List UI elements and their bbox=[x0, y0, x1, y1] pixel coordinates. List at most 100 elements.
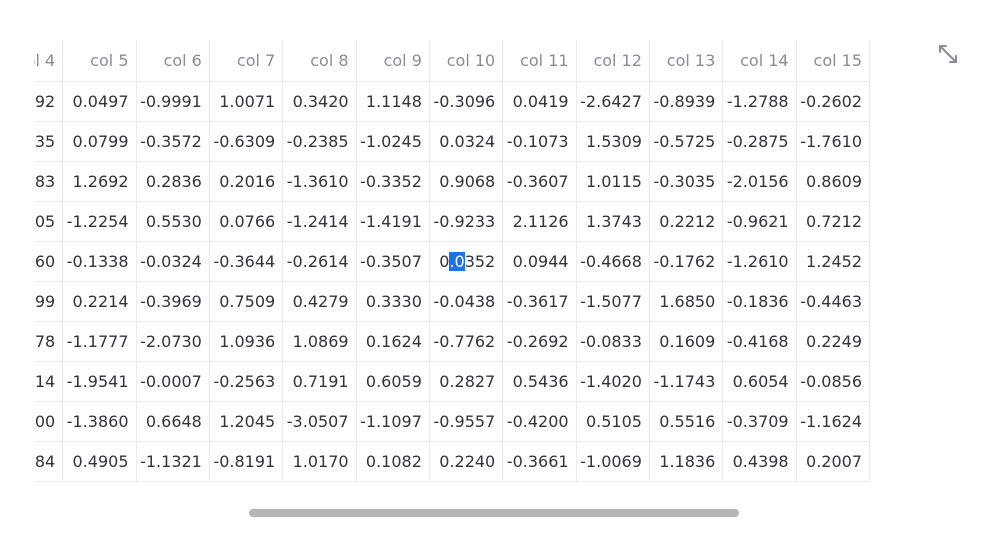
table-cell[interactable]: -1.2788 bbox=[722, 81, 797, 122]
table-cell[interactable]: -0.0438 bbox=[429, 281, 504, 322]
table-cell[interactable]: -0.3572 bbox=[136, 121, 210, 162]
table-cell[interactable]: -3.0507 bbox=[282, 401, 357, 442]
table-cell[interactable]: -0.2602 bbox=[796, 81, 871, 122]
table-cell[interactable]: 0.3984 bbox=[34, 441, 64, 482]
table-cell[interactable]: 0.3420 bbox=[282, 81, 357, 122]
table-cell[interactable]: -1.7610 bbox=[796, 121, 871, 162]
table-cell[interactable]: 0.4592 bbox=[34, 81, 64, 122]
table-cell[interactable]: 1.2045 bbox=[209, 401, 284, 442]
table-cell[interactable]: 1.0071 bbox=[209, 81, 284, 122]
table-cell[interactable]: -1.4191 bbox=[356, 201, 430, 242]
table-cell[interactable]: 0.2007 bbox=[796, 441, 871, 482]
table-cell[interactable]: -0.0856 bbox=[796, 361, 871, 402]
table-cell[interactable]: -1.1743 bbox=[649, 361, 724, 402]
table-cell[interactable]: -0.8191 bbox=[209, 441, 284, 482]
table-cell[interactable]: 1.1148 bbox=[356, 81, 430, 122]
table-cell[interactable]: -0.3709 bbox=[722, 401, 797, 442]
table-cell[interactable]: 0.5516 bbox=[649, 401, 724, 442]
table-cell[interactable]: 0.2249 bbox=[796, 321, 871, 362]
table-cell[interactable]: 1.0115 bbox=[576, 161, 650, 202]
table-cell[interactable]: 0.3483 bbox=[34, 161, 64, 202]
table-cell[interactable]: 1.6850 bbox=[649, 281, 724, 322]
table-cell[interactable]: -1.0069 bbox=[576, 441, 650, 482]
table-cell[interactable]: -1.9541 bbox=[62, 361, 137, 402]
table-cell[interactable]: -0.5725 bbox=[649, 121, 724, 162]
table-cell[interactable]: 0.3330 bbox=[356, 281, 430, 322]
table-cell[interactable]: -0.0007 bbox=[136, 361, 210, 402]
table-cell[interactable]: 0.1624 bbox=[356, 321, 430, 362]
table-cell[interactable]: -1.3610 bbox=[282, 161, 357, 202]
table-cell[interactable]: 2.1126 bbox=[502, 201, 577, 242]
column-header[interactable]: col 14 bbox=[722, 40, 797, 82]
table-cell[interactable]: 0.7509 bbox=[209, 281, 284, 322]
table-cell[interactable]: 1.0869 bbox=[282, 321, 357, 362]
table-cell[interactable]: -2.6427 bbox=[576, 81, 650, 122]
table-cell[interactable]: 0.0419 bbox=[502, 81, 577, 122]
table-cell[interactable]: -0.7762 bbox=[429, 321, 504, 362]
table-cell[interactable]: -0.3096 bbox=[429, 81, 504, 122]
table-cell[interactable]: -1.0245 bbox=[356, 121, 430, 162]
table-cell[interactable]: -0.4168 bbox=[722, 321, 797, 362]
column-header[interactable]: col 10 bbox=[429, 40, 504, 82]
table-cell[interactable]: 1.0936 bbox=[209, 321, 284, 362]
table-cell[interactable]: -0.1073 bbox=[502, 121, 577, 162]
table-cell[interactable]: -0.3661 bbox=[502, 441, 577, 482]
table-cell[interactable]: 0.0705 bbox=[34, 201, 64, 242]
table-cell[interactable]: -0.2692 bbox=[502, 321, 577, 362]
table-cell[interactable]: -1.4020 bbox=[576, 361, 650, 402]
column-header[interactable]: col 5 bbox=[62, 40, 137, 82]
table-cell[interactable]: -0.1836 bbox=[722, 281, 797, 322]
table-cell[interactable]: -1.2254 bbox=[62, 201, 137, 242]
table-cell[interactable]: -0.1338 bbox=[62, 241, 137, 282]
table-cell[interactable]: -0.0324 bbox=[136, 241, 210, 282]
table-cell[interactable]: -2.0730 bbox=[136, 321, 210, 362]
table-cell[interactable]: 0.6054 bbox=[722, 361, 797, 402]
table-cell[interactable]: 0.3514 bbox=[34, 361, 64, 402]
table-cell[interactable]: -1.1777 bbox=[62, 321, 137, 362]
table-cell[interactable]: -0.3607 bbox=[502, 161, 577, 202]
table-cell[interactable]: 0.0352 bbox=[429, 241, 504, 282]
column-header[interactable]: col 9 bbox=[356, 40, 430, 82]
fullscreen-button[interactable] bbox=[936, 42, 960, 66]
table-cell[interactable]: -0.9557 bbox=[429, 401, 504, 442]
table-cell[interactable]: 0.8609 bbox=[796, 161, 871, 202]
table-cell[interactable]: -0.2614 bbox=[282, 241, 357, 282]
table-cell[interactable]: 0.5160 bbox=[34, 241, 64, 282]
table-cell[interactable]: 0.5436 bbox=[502, 361, 577, 402]
table-cell[interactable]: -0.0833 bbox=[576, 321, 650, 362]
table-cell[interactable]: -0.6309 bbox=[209, 121, 284, 162]
table-cell[interactable]: 0.0100 bbox=[34, 401, 64, 442]
table-cell[interactable]: -0.3644 bbox=[209, 241, 284, 282]
table-cell[interactable]: 0.2836 bbox=[136, 161, 210, 202]
table-cell[interactable]: 0.0497 bbox=[62, 81, 137, 122]
table-cell[interactable]: -0.3035 bbox=[649, 161, 724, 202]
table-cell[interactable]: 0.2214 bbox=[62, 281, 137, 322]
table-cell[interactable]: -0.3969 bbox=[136, 281, 210, 322]
table-cell[interactable]: -0.3352 bbox=[356, 161, 430, 202]
table-cell[interactable]: -0.9233 bbox=[429, 201, 504, 242]
table-cell[interactable]: -0.1762 bbox=[649, 241, 724, 282]
table-cell[interactable]: 0.9068 bbox=[429, 161, 504, 202]
table-cell[interactable]: 1.2692 bbox=[62, 161, 137, 202]
table-cell[interactable]: 1.2452 bbox=[796, 241, 871, 282]
table-cell[interactable]: 1.3743 bbox=[576, 201, 650, 242]
column-header[interactable]: col 6 bbox=[136, 40, 210, 82]
table-cell[interactable]: 0.0799 bbox=[62, 121, 137, 162]
table-cell[interactable]: -0.4668 bbox=[576, 241, 650, 282]
table-cell[interactable]: -0.2563 bbox=[209, 361, 284, 402]
table-cell[interactable]: -0.8939 bbox=[649, 81, 724, 122]
table-cell[interactable]: 0.1609 bbox=[649, 321, 724, 362]
table-cell[interactable]: 0.2827 bbox=[429, 361, 504, 402]
column-header[interactable]: col 7 bbox=[209, 40, 284, 82]
table-cell[interactable]: 1.5309 bbox=[576, 121, 650, 162]
table-cell[interactable]: -1.1321 bbox=[136, 441, 210, 482]
table-cell[interactable]: 0.0766 bbox=[209, 201, 284, 242]
table-cell[interactable]: -1.3860 bbox=[62, 401, 137, 442]
table-cell[interactable]: -0.9991 bbox=[136, 81, 210, 122]
table-cell[interactable]: -1.1097 bbox=[356, 401, 430, 442]
table-cell[interactable]: 0.0944 bbox=[502, 241, 577, 282]
table-cell[interactable]: 0.5530 bbox=[136, 201, 210, 242]
table-cell[interactable]: 0.2212 bbox=[649, 201, 724, 242]
table-cell[interactable]: 1.0170 bbox=[282, 441, 357, 482]
table-cell[interactable]: -0.9621 bbox=[722, 201, 797, 242]
